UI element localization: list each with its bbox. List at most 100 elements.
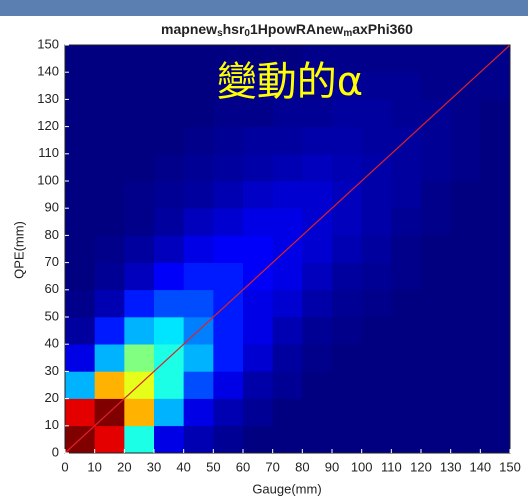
heat-cell bbox=[302, 99, 333, 127]
heat-cell bbox=[302, 262, 333, 291]
heat-cell bbox=[480, 344, 511, 372]
heat-cell bbox=[421, 371, 451, 399]
heat-cell bbox=[124, 45, 155, 73]
x-tick-label: 90 bbox=[325, 459, 339, 474]
heat-cell bbox=[213, 371, 244, 399]
heat-cell bbox=[421, 398, 451, 427]
heat-cell bbox=[154, 289, 184, 318]
heat-cell bbox=[65, 126, 95, 155]
x-tick-label: 110 bbox=[381, 459, 402, 474]
heat-cell bbox=[332, 99, 362, 127]
x-tick-label: 20 bbox=[117, 459, 131, 474]
heat-cell bbox=[361, 45, 392, 73]
heat-cell bbox=[421, 425, 451, 454]
heat-cell bbox=[302, 398, 333, 427]
heat-cell bbox=[272, 208, 303, 236]
y-tick-label: 60 bbox=[45, 281, 59, 296]
x-tick-label: 10 bbox=[87, 459, 101, 474]
heat-cell bbox=[302, 181, 333, 209]
title-part: axPhi360 bbox=[352, 21, 413, 37]
heat-cell bbox=[480, 99, 511, 127]
heat-cell bbox=[124, 72, 155, 100]
heat-cell bbox=[361, 208, 392, 236]
heat-cell bbox=[154, 72, 184, 100]
heat-cell bbox=[480, 153, 511, 182]
heat-cell bbox=[183, 45, 214, 73]
heat-cell bbox=[94, 371, 125, 399]
heat-cell bbox=[361, 99, 392, 127]
heat-cell bbox=[480, 425, 511, 454]
heat-cell bbox=[94, 317, 125, 345]
heat-cell bbox=[332, 371, 362, 399]
heat-cell bbox=[332, 235, 362, 263]
heat-cell bbox=[272, 317, 303, 345]
y-axis-label: QPE(mm) bbox=[11, 221, 26, 279]
heat-cell bbox=[183, 153, 214, 182]
heat-cell bbox=[302, 235, 333, 263]
heat-cell bbox=[391, 289, 422, 318]
heat-cell bbox=[421, 153, 451, 182]
heat-cell bbox=[243, 289, 273, 318]
heat-cell bbox=[480, 181, 511, 209]
heat-cell bbox=[213, 398, 244, 427]
heat-cell bbox=[480, 289, 511, 318]
heat-cell bbox=[332, 45, 362, 73]
heat-cell bbox=[94, 181, 125, 209]
y-tick-label: 80 bbox=[45, 227, 59, 242]
heat-cell bbox=[124, 126, 155, 155]
heat-cell bbox=[65, 317, 95, 345]
heat-cell bbox=[272, 153, 303, 182]
heat-cell bbox=[124, 99, 155, 127]
heat-cell bbox=[302, 153, 333, 182]
x-tick-label: 140 bbox=[469, 459, 491, 474]
heat-cell bbox=[480, 317, 511, 345]
heat-cell bbox=[65, 153, 95, 182]
heat-cell bbox=[65, 45, 95, 73]
heat-cell bbox=[272, 289, 303, 318]
heat-cell bbox=[154, 317, 184, 345]
heat-cell bbox=[421, 317, 451, 345]
heat-cell bbox=[65, 371, 95, 399]
y-tick-label: 30 bbox=[45, 363, 59, 378]
heat-cell bbox=[332, 262, 362, 291]
heat-cell bbox=[332, 425, 362, 454]
x-tick-label: 60 bbox=[236, 459, 250, 474]
title-part: 1HpowRAnew bbox=[250, 21, 343, 37]
heat-cell bbox=[450, 235, 481, 263]
heat-cell bbox=[421, 235, 451, 263]
heat-cell bbox=[272, 126, 303, 155]
heat-cell bbox=[124, 181, 155, 209]
heat-cell bbox=[302, 289, 333, 318]
top-strip bbox=[0, 0, 528, 16]
heat-cell bbox=[154, 99, 184, 127]
heat-cell bbox=[243, 425, 273, 454]
heat-cell bbox=[450, 398, 481, 427]
heat-cell bbox=[213, 72, 244, 100]
heat-cell bbox=[272, 262, 303, 291]
heat-cell bbox=[183, 72, 214, 100]
heat-cell bbox=[361, 317, 392, 345]
heat-cell bbox=[65, 262, 95, 291]
heat-cell bbox=[450, 153, 481, 182]
x-tick-label: 150 bbox=[499, 459, 521, 474]
heat-cell bbox=[154, 181, 184, 209]
heat-cell bbox=[183, 289, 214, 318]
heat-cell bbox=[124, 153, 155, 182]
heat-cell bbox=[361, 262, 392, 291]
heat-cell bbox=[213, 181, 244, 209]
heat-cell bbox=[272, 371, 303, 399]
title-subscript: m bbox=[343, 28, 352, 39]
heat-cell bbox=[213, 235, 244, 263]
heat-cell bbox=[450, 344, 481, 372]
heat-cell bbox=[154, 235, 184, 263]
heat-cell bbox=[243, 371, 273, 399]
heat-cell bbox=[124, 344, 155, 372]
heat-cell bbox=[421, 126, 451, 155]
heat-cell bbox=[243, 153, 273, 182]
annotation: 變動的α bbox=[217, 59, 363, 105]
heat-cell bbox=[65, 181, 95, 209]
heat-cell bbox=[213, 153, 244, 182]
heat-cell bbox=[213, 45, 244, 73]
